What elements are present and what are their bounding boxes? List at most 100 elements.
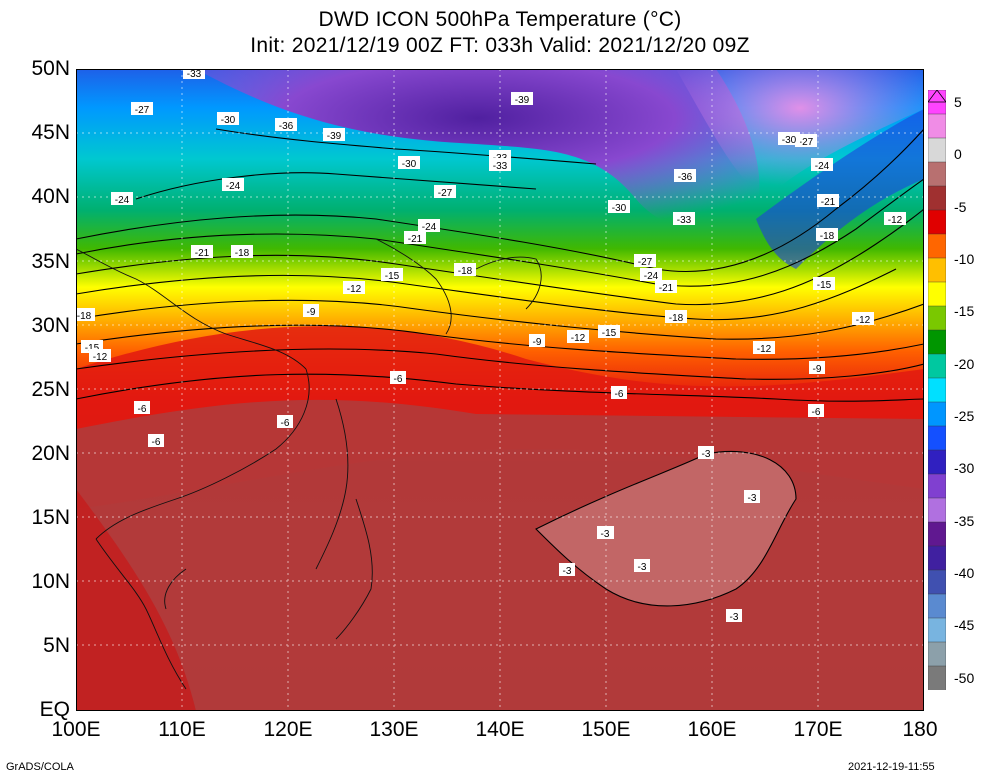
svg-text:-3: -3 xyxy=(730,612,739,623)
colorbar-segment xyxy=(928,569,946,595)
colorbar-label: -10 xyxy=(954,251,975,267)
lon-label-130e: 130E xyxy=(369,718,419,741)
contour-label: -30 xyxy=(398,156,420,170)
colorbar-label: -30 xyxy=(954,460,975,476)
svg-text:-6: -6 xyxy=(615,389,624,400)
lon-label-180: 180 xyxy=(902,718,938,741)
svg-text:-12: -12 xyxy=(856,315,871,326)
svg-text:-27: -27 xyxy=(638,257,653,268)
sea-warm-zone xyxy=(76,489,196,711)
svg-text:-3: -3 xyxy=(563,566,572,577)
lon-label-170e: 170E xyxy=(793,718,843,741)
lat-label-15n: 15N xyxy=(31,506,70,529)
svg-text:-6: -6 xyxy=(152,437,161,448)
map-frame xyxy=(76,69,924,711)
contour-label: -18 xyxy=(454,263,476,277)
svg-text:-39: -39 xyxy=(515,95,530,106)
contour-label: -27 xyxy=(795,134,817,148)
contour-label: -21 xyxy=(817,194,839,208)
contour-label: -12 xyxy=(343,281,365,295)
svg-text:-6: -6 xyxy=(812,407,821,418)
svg-text:-36: -36 xyxy=(279,121,294,132)
lon-label-100e: 100E xyxy=(51,718,101,741)
colorbar-label: -15 xyxy=(954,303,975,319)
contour-label: -24 xyxy=(811,158,833,172)
contour-label: -12 xyxy=(89,349,111,363)
contour-label: -3 xyxy=(559,563,575,577)
colorbar-segment xyxy=(928,497,946,523)
lat-label-35n: 35N xyxy=(31,250,70,273)
colorbar-segment xyxy=(928,425,946,451)
warm-region-minus3 xyxy=(536,451,796,606)
colorbar-segment xyxy=(928,449,946,475)
chart-subtitle: Init: 2021/12/19 00Z FT: 033h Valid: 202… xyxy=(250,34,750,57)
contour-label: -21 xyxy=(191,245,213,259)
svg-text:-33: -33 xyxy=(493,161,508,172)
contour-label: -15 xyxy=(381,268,403,282)
cold-blue-arc xyxy=(756,109,924,269)
contour-label: -36 xyxy=(674,169,696,183)
colorbar-segment xyxy=(928,209,946,235)
svg-text:-21: -21 xyxy=(659,283,674,294)
contour-label: -3 xyxy=(726,609,742,623)
svg-text:-30: -30 xyxy=(402,159,417,170)
contour-label: -12 xyxy=(884,212,906,226)
contour-label: -24 xyxy=(111,192,133,206)
contour-label: -36 xyxy=(275,118,297,132)
lon-label-160e: 160E xyxy=(687,718,737,741)
svg-text:-33: -33 xyxy=(187,69,202,80)
colorbar-segment xyxy=(928,233,946,259)
svg-text:-18: -18 xyxy=(669,313,684,324)
footer-timestamp: 2021-12-19-11:55 xyxy=(848,761,935,773)
lat-label-50n: 50N xyxy=(31,57,70,80)
svg-text:-21: -21 xyxy=(821,197,836,208)
colorbar-segment xyxy=(928,305,946,331)
svg-text:-36: -36 xyxy=(678,172,693,183)
colorbar-segment xyxy=(928,473,946,499)
svg-text:-15: -15 xyxy=(385,271,400,282)
temperature-map: -33-39-27-30-36-39-30-33-33-30-27-24-36-… xyxy=(76,69,924,711)
contour-label: -24 xyxy=(222,178,244,192)
svg-text:-24: -24 xyxy=(226,181,241,192)
contour-label: -18 xyxy=(665,310,687,324)
svg-text:-15: -15 xyxy=(817,280,832,291)
svg-text:-12: -12 xyxy=(888,215,903,226)
svg-text:-15: -15 xyxy=(85,343,100,354)
lat-label-45n: 45N xyxy=(31,121,70,144)
svg-text:-3: -3 xyxy=(702,449,711,460)
svg-text:-18: -18 xyxy=(77,311,92,322)
colorbar-segment xyxy=(928,329,946,355)
contour-label: -18 xyxy=(231,245,253,259)
contour-label: -18 xyxy=(76,308,95,322)
svg-text:-21: -21 xyxy=(195,248,210,259)
contour-label: -27 xyxy=(131,102,153,116)
svg-text:-18: -18 xyxy=(458,266,473,277)
svg-text:-9: -9 xyxy=(813,364,822,375)
svg-text:-18: -18 xyxy=(235,248,250,259)
svg-text:-3: -3 xyxy=(748,493,757,504)
colorbar-segment xyxy=(928,545,946,571)
colorbar-segment xyxy=(928,161,946,187)
gridlines xyxy=(76,69,924,711)
svg-text:-12: -12 xyxy=(571,333,586,344)
cold-trough xyxy=(196,69,760,233)
contour-label: -21 xyxy=(655,280,677,294)
contour-label: -3 xyxy=(744,490,760,504)
colorbar-segment xyxy=(928,641,946,667)
svg-text:-9: -9 xyxy=(533,337,542,348)
contour-label: -33 xyxy=(673,212,695,226)
svg-text:-6: -6 xyxy=(138,404,147,415)
lon-label-150e: 150E xyxy=(581,718,631,741)
colorbar-segment xyxy=(928,281,946,307)
svg-text:-30: -30 xyxy=(612,203,627,214)
lon-label-110e: 110E xyxy=(158,718,206,741)
colorbar-segment xyxy=(928,617,946,643)
colorbar-segment xyxy=(928,113,946,139)
contour-label: -15 xyxy=(598,325,620,339)
contour-label: -12 xyxy=(567,330,589,344)
colorbar-segment xyxy=(928,257,946,283)
colorbar-label: 5 xyxy=(954,94,962,110)
contour-label: -27 xyxy=(634,254,656,268)
contour-label: -6 xyxy=(277,415,293,429)
contour-label: -33 xyxy=(489,158,511,172)
